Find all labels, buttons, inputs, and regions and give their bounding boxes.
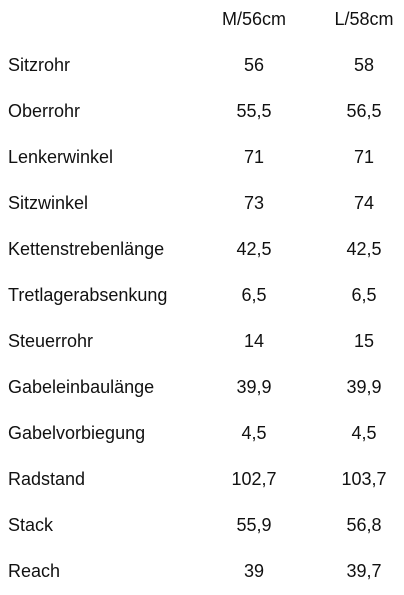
value-m-lenkerwinkel: 71 (243, 147, 265, 167)
value-m-kettenstrebenlaenge: 42,5 (236, 239, 272, 259)
value-m-sitzrohr: 56 (243, 55, 265, 75)
row-label-gabelvorbiegung: Gabelvorbiegung (8, 423, 146, 443)
value-l-radstand: 103,7 (341, 469, 387, 489)
row-label-tretlagerabsenkung: Tretlagerabsenkung (8, 285, 168, 305)
value-l-gabelvorbiegung: 4,5 (351, 423, 377, 443)
value-l-lenkerwinkel: 71 (353, 147, 375, 167)
row-label-oberrohr: Oberrohr (8, 101, 81, 121)
column-header-m: M/56cm (221, 9, 287, 29)
value-l-steuerrohr: 15 (353, 331, 375, 351)
value-m-reach: 39 (243, 561, 265, 581)
column-header-l: L/58cm (334, 9, 394, 29)
row-label-sitzwinkel: Sitzwinkel (8, 193, 89, 213)
value-m-steuerrohr: 14 (243, 331, 265, 351)
value-l-stack: 56,8 (346, 515, 382, 535)
row-label-sitzrohr: Sitzrohr (8, 55, 71, 75)
value-l-gabeleinbaulaenge: 39,9 (346, 377, 382, 397)
value-m-gabelvorbiegung: 4,5 (241, 423, 267, 443)
value-m-oberrohr: 55,5 (236, 101, 272, 121)
value-l-tretlagerabsenkung: 6,5 (351, 285, 377, 305)
value-l-oberrohr: 56,5 (346, 101, 382, 121)
value-l-sitzwinkel: 74 (353, 193, 375, 213)
value-m-gabeleinbaulaenge: 39,9 (236, 377, 272, 397)
value-l-sitzrohr: 58 (353, 55, 375, 75)
row-label-gabeleinbaulaenge: Gabeleinbaulänge (8, 377, 155, 397)
row-label-reach: Reach (8, 561, 61, 581)
value-m-radstand: 102,7 (231, 469, 277, 489)
value-m-stack: 55,9 (236, 515, 272, 535)
row-label-radstand: Radstand (8, 469, 86, 489)
value-m-sitzwinkel: 73 (243, 193, 265, 213)
value-l-kettenstrebenlaenge: 42,5 (346, 239, 382, 259)
value-l-reach: 39,7 (346, 561, 382, 581)
row-label-lenkerwinkel: Lenkerwinkel (8, 147, 114, 167)
row-label-stack: Stack (8, 515, 54, 535)
row-label-steuerrohr: Steuerrohr (8, 331, 94, 351)
value-m-tretlagerabsenkung: 6,5 (241, 285, 267, 305)
row-label-kettenstrebenlaenge: Kettenstrebenlänge (8, 239, 165, 259)
